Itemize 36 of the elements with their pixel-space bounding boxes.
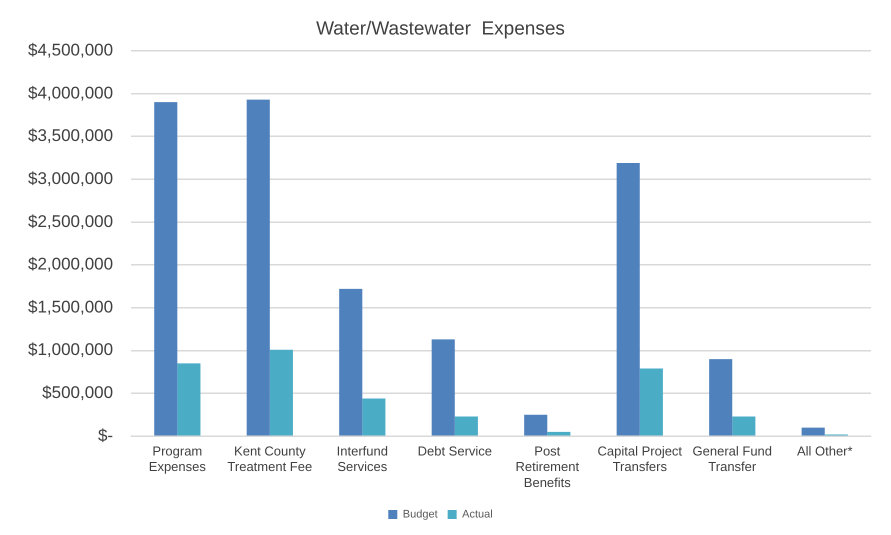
y-tick-label: $- xyxy=(98,426,114,445)
bar xyxy=(454,416,478,436)
x-tick-label: Interfund Services xyxy=(336,444,388,474)
bar xyxy=(732,416,756,436)
bar xyxy=(246,100,270,436)
x-tick-label: Post Retirement Benefits xyxy=(515,444,580,490)
y-tick-label: $1,000,000 xyxy=(28,340,114,360)
bar xyxy=(362,398,386,436)
x-tick-label: Debt Service xyxy=(418,444,492,459)
bar xyxy=(339,288,362,436)
bar xyxy=(640,368,663,436)
bar xyxy=(709,359,732,436)
y-tick-label: $3,500,000 xyxy=(28,126,114,146)
bar xyxy=(524,414,548,436)
y-tick-label: $4,500,000 xyxy=(28,40,114,60)
legend-label: Budget xyxy=(402,508,438,521)
bar xyxy=(802,428,825,436)
bar xyxy=(432,339,455,436)
y-tick-label: $2,500,000 xyxy=(28,212,114,231)
bar xyxy=(616,162,640,436)
x-tick-label: Capital Project Transfers xyxy=(598,444,682,474)
x-tick-label: Program Expenses xyxy=(148,444,206,474)
x-tick-label: All Other* xyxy=(796,444,853,459)
x-tick-label: Kent County Treatment Fee xyxy=(227,444,312,474)
y-tick-label: $4,000,000 xyxy=(28,83,114,102)
y-tick-label: $2,000,000 xyxy=(28,254,114,274)
legend-label: Actual xyxy=(462,508,493,521)
y-tick-label: $500,000 xyxy=(42,383,114,402)
bar xyxy=(177,363,200,436)
x-tick-label: General Fund Transfer xyxy=(692,444,772,474)
y-tick-label: $3,000,000 xyxy=(28,168,114,188)
bar xyxy=(270,350,293,436)
bar xyxy=(154,102,178,436)
bar xyxy=(547,432,570,436)
chart-title: Water/Wastewater Expenses xyxy=(316,18,565,40)
y-tick-label: $1,500,000 xyxy=(28,297,114,316)
